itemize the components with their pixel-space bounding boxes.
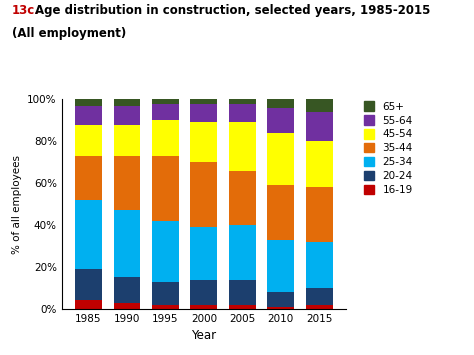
Legend: 65+, 55-64, 45-54, 35-44, 25-34, 20-24, 16-19: 65+, 55-64, 45-54, 35-44, 25-34, 20-24, … — [363, 100, 414, 196]
Bar — [75, 125, 102, 156]
Bar — [113, 125, 140, 156]
Bar — [229, 305, 255, 309]
Bar — [152, 221, 179, 282]
Bar — [191, 227, 217, 279]
Bar — [306, 187, 333, 242]
Bar — [306, 141, 333, 187]
Bar — [191, 104, 217, 122]
Bar — [267, 185, 294, 240]
Bar — [267, 108, 294, 133]
Y-axis label: % of all employees: % of all employees — [12, 155, 22, 253]
Bar — [267, 240, 294, 292]
Bar — [229, 279, 255, 305]
Bar — [113, 156, 140, 211]
Bar — [75, 99, 102, 106]
Bar — [152, 120, 179, 156]
Bar — [306, 305, 333, 309]
Bar — [306, 99, 333, 112]
Bar — [113, 211, 140, 278]
Bar — [152, 104, 179, 120]
X-axis label: Year: Year — [191, 329, 217, 342]
Bar — [75, 156, 102, 200]
Bar — [191, 305, 217, 309]
Bar — [306, 288, 333, 305]
Bar — [267, 292, 294, 307]
Bar — [75, 106, 102, 125]
Bar — [191, 279, 217, 305]
Bar — [191, 122, 217, 162]
Bar — [191, 162, 217, 227]
Text: 13c.: 13c. — [12, 4, 40, 17]
Bar — [75, 269, 102, 300]
Bar — [229, 171, 255, 225]
Bar — [229, 104, 255, 122]
Bar — [113, 99, 140, 106]
Bar — [75, 200, 102, 269]
Text: (All employment): (All employment) — [12, 27, 126, 40]
Bar — [229, 99, 255, 104]
Bar — [152, 282, 179, 305]
Bar — [229, 122, 255, 171]
Bar — [306, 242, 333, 288]
Bar — [113, 278, 140, 302]
Bar — [113, 302, 140, 309]
Bar — [267, 99, 294, 108]
Bar — [191, 99, 217, 104]
Bar — [267, 307, 294, 309]
Bar — [113, 106, 140, 125]
Bar — [152, 305, 179, 309]
Text: Age distribution in construction, selected years, 1985-2015: Age distribution in construction, select… — [35, 4, 430, 17]
Bar — [267, 133, 294, 185]
Bar — [75, 300, 102, 309]
Bar — [152, 99, 179, 104]
Bar — [306, 112, 333, 141]
Bar — [229, 225, 255, 279]
Bar — [152, 156, 179, 221]
